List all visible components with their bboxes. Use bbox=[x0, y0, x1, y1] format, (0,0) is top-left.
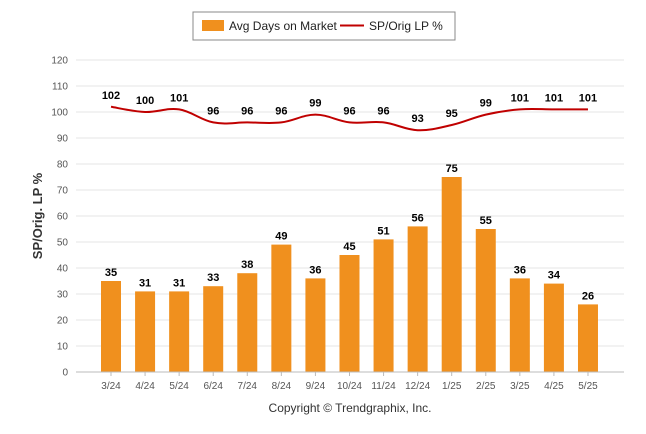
y-tick-label: 120 bbox=[51, 56, 68, 67]
y-tick-label: 100 bbox=[51, 108, 68, 119]
x-tick-label: 3/25 bbox=[510, 381, 530, 392]
legend-label-avg-days: Avg Days on Market bbox=[229, 19, 337, 33]
bar bbox=[475, 229, 496, 372]
line-data-label: 99 bbox=[480, 98, 492, 110]
bar bbox=[543, 283, 564, 372]
x-tick-label: 5/25 bbox=[578, 381, 598, 392]
bar-data-label: 31 bbox=[173, 277, 185, 289]
bar bbox=[577, 304, 598, 372]
y-tick-label: 50 bbox=[57, 238, 69, 249]
bar bbox=[169, 291, 190, 372]
line-data-label: 96 bbox=[275, 105, 287, 117]
x-tick-label: 2/25 bbox=[476, 381, 496, 392]
bar bbox=[373, 239, 394, 372]
line-data-label: 96 bbox=[377, 105, 389, 117]
bar-data-label: 36 bbox=[309, 264, 321, 276]
bar bbox=[271, 244, 292, 372]
y-tick-label: 80 bbox=[57, 160, 69, 171]
bar-data-label: 31 bbox=[139, 277, 151, 289]
line-data-label: 100 bbox=[136, 95, 154, 107]
x-tick-label: 11/24 bbox=[371, 381, 396, 392]
bar-data-label: 33 bbox=[207, 272, 219, 284]
legend-label-sp-orig: SP/Orig LP % bbox=[369, 19, 443, 33]
bar-data-label: 49 bbox=[275, 231, 287, 243]
line-data-label: 102 bbox=[102, 90, 120, 102]
bar-data-label: 51 bbox=[377, 225, 389, 237]
bar bbox=[305, 278, 326, 372]
x-tick-label: 8/24 bbox=[272, 381, 292, 392]
sp-orig-line bbox=[110, 105, 588, 132]
y-tick-label: 0 bbox=[62, 368, 68, 379]
y-axis: 0 10 20 30 40 50 60 70 80 90 100 110 120 bbox=[51, 56, 68, 379]
bar-data-label: 45 bbox=[343, 241, 355, 253]
line-data-label: 95 bbox=[446, 108, 458, 120]
y-tick-label: 10 bbox=[57, 342, 69, 353]
bar-data-label: 26 bbox=[582, 290, 594, 302]
line-data-label: 96 bbox=[343, 105, 355, 117]
bar bbox=[135, 291, 156, 372]
y-tick-label: 90 bbox=[57, 134, 69, 145]
line-data-label: 96 bbox=[241, 105, 253, 117]
bar-data-label: 36 bbox=[514, 264, 526, 276]
line-data-label: 101 bbox=[170, 92, 188, 104]
bar-data-label: 38 bbox=[241, 259, 253, 271]
bar bbox=[101, 281, 121, 372]
bar-data-label: 56 bbox=[412, 212, 424, 224]
y-tick-label: 110 bbox=[52, 82, 68, 93]
x-tick-label: 5/24 bbox=[169, 381, 189, 392]
bar-data-label: 34 bbox=[548, 270, 561, 282]
x-tick-label: 4/24 bbox=[135, 381, 155, 392]
bar-data-label: 75 bbox=[446, 163, 458, 175]
bar-series: 35 31 31 33 38 49 36 45 51 56 75 55 36 34 26 bbox=[101, 163, 598, 372]
y-tick-label: 30 bbox=[57, 290, 69, 301]
bar bbox=[203, 286, 224, 372]
bar-data-label: 35 bbox=[105, 267, 117, 279]
line-data-label: 93 bbox=[412, 113, 424, 125]
line-data-label: 101 bbox=[511, 92, 529, 104]
line-data-label: 99 bbox=[309, 98, 321, 110]
x-tick-label: 1/25 bbox=[442, 381, 462, 392]
x-axis: 3/24 4/24 5/24 6/24 7/24 8/24 9/24 10/24 11/24 12… bbox=[76, 371, 624, 392]
x-tick-label: 10/24 bbox=[337, 381, 362, 392]
line-series: 102 100 101 96 96 96 99 96 96 93 95 99 101 101 101 bbox=[102, 90, 597, 132]
bar bbox=[407, 226, 428, 372]
y-tick-label: 40 bbox=[57, 264, 69, 275]
line-data-label: 101 bbox=[579, 92, 597, 104]
legend-swatch-bar bbox=[202, 20, 224, 31]
bar-data-label: 55 bbox=[480, 215, 492, 227]
line-data-label: 96 bbox=[207, 105, 219, 117]
x-tick-label: 3/24 bbox=[101, 381, 121, 392]
y-tick-label: 20 bbox=[57, 316, 69, 327]
legend: Avg Days on Market SP/Orig LP % bbox=[192, 11, 456, 41]
legend-box bbox=[192, 11, 456, 41]
bar bbox=[339, 255, 360, 372]
bar bbox=[509, 278, 530, 372]
bar bbox=[441, 177, 462, 372]
y-axis-label: SP/Orig. LP % bbox=[30, 172, 45, 259]
bar bbox=[237, 273, 258, 372]
copyright-footer: Copyright © Trendgraphix, Inc. bbox=[269, 401, 432, 415]
x-tick-label: 9/24 bbox=[306, 381, 326, 392]
x-tick-label: 12/24 bbox=[405, 381, 430, 392]
y-tick-label: 60 bbox=[57, 212, 69, 223]
x-tick-label: 6/24 bbox=[203, 381, 223, 392]
x-tick-label: 4/25 bbox=[544, 381, 564, 392]
x-tick-label: 7/24 bbox=[238, 381, 258, 392]
line-data-label: 101 bbox=[545, 92, 563, 104]
y-tick-label: 70 bbox=[57, 186, 69, 197]
